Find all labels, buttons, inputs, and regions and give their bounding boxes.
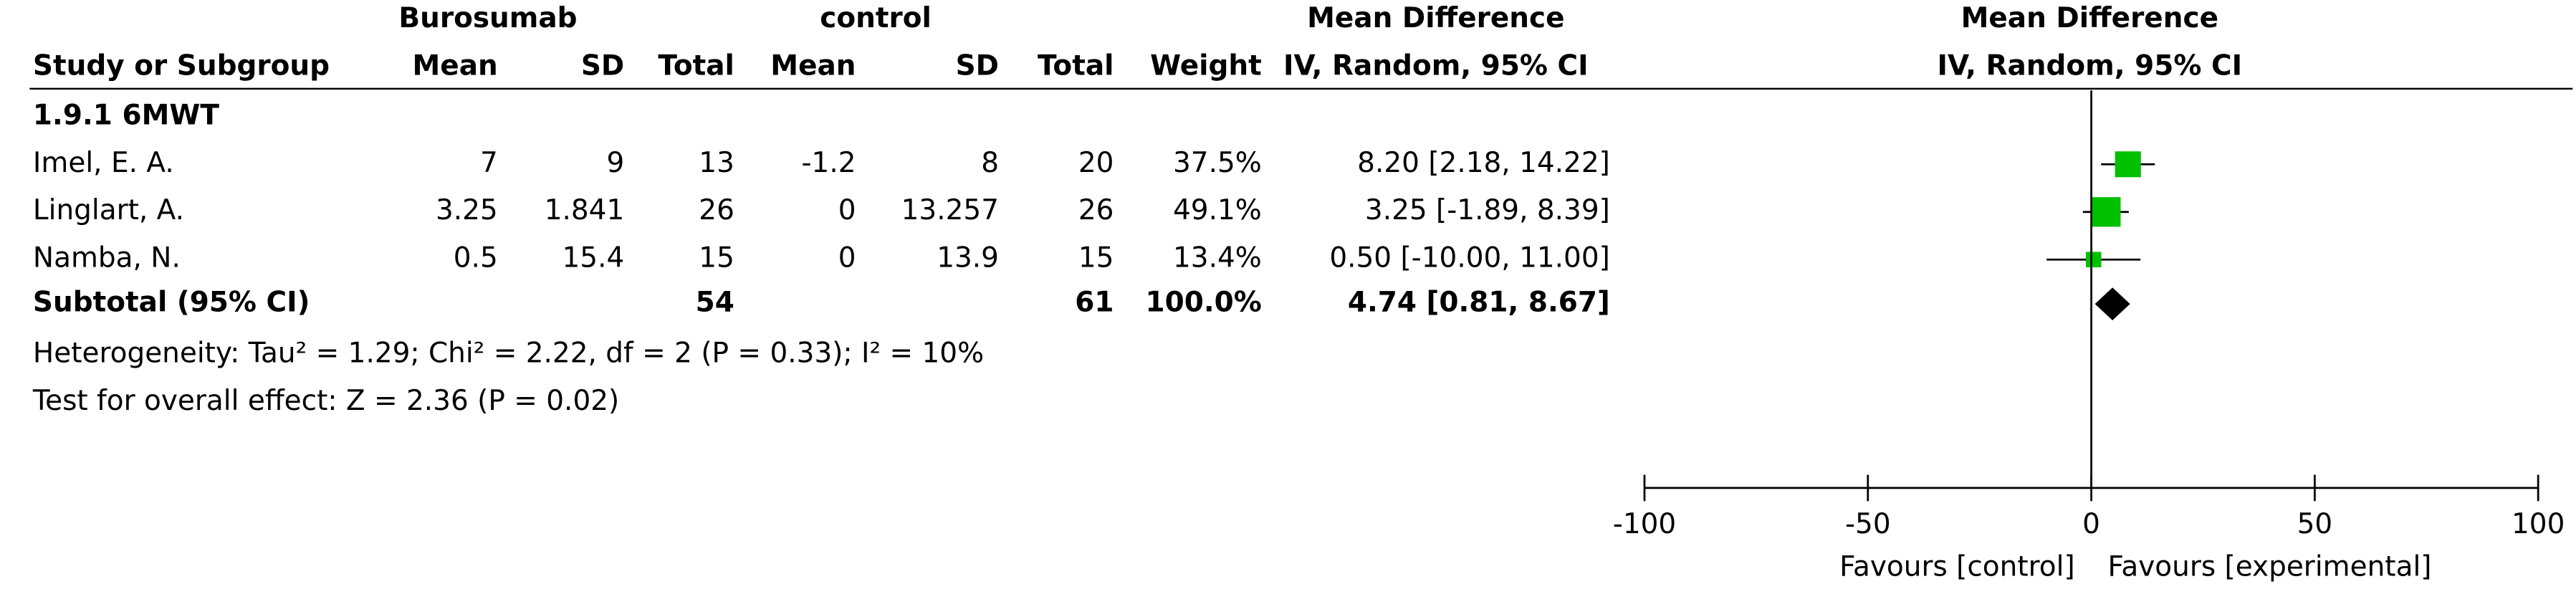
cell: 8	[981, 147, 999, 179]
effect-square	[2091, 197, 2121, 227]
cell: 26	[1078, 194, 1114, 226]
heterogeneity: Heterogeneity: Tau² = 1.29; Chi² = 2.22,…	[33, 338, 984, 370]
overall-effect: Test for overall effect: Z = 2.36 (P = 0…	[32, 385, 619, 417]
x-tick-label: 100	[2512, 508, 2565, 540]
cell: 15	[699, 242, 734, 274]
x-tick-label: -100	[1613, 508, 1676, 540]
study-name: Namba, N.	[33, 242, 181, 274]
cell: 1.841	[545, 194, 625, 226]
x-tick-label: 50	[2297, 508, 2333, 540]
x-label-left: Favours [control]	[1839, 551, 2075, 583]
cell: 4.74 [0.81, 8.67]	[1348, 287, 1610, 319]
cell: 0	[838, 194, 856, 226]
column-header: Mean	[413, 49, 498, 82]
cell: -1.2	[801, 147, 856, 179]
cell: 49.1%	[1173, 194, 1262, 226]
column-header: SD	[956, 49, 999, 82]
column-header: IV, Random, 95% CI	[1937, 49, 2242, 82]
cell: 13.9	[937, 242, 999, 274]
group-header: control	[820, 2, 932, 34]
cell: 15	[1078, 242, 1114, 274]
column-header: SD	[581, 49, 624, 82]
cell: 0	[838, 242, 856, 274]
cell: 3.25 [-1.89, 8.39]	[1365, 194, 1610, 226]
column-header: IV, Random, 95% CI	[1283, 49, 1589, 82]
cell: 7	[480, 147, 498, 179]
cell: 13	[699, 147, 734, 179]
column-header: Study or Subgroup	[33, 49, 330, 82]
effect-square	[2115, 151, 2141, 178]
cell: 37.5%	[1173, 147, 1262, 179]
cell: 26	[699, 194, 734, 226]
group-header: Mean Difference	[1961, 2, 2218, 34]
cell: 13.4%	[1173, 242, 1262, 274]
cell: 20	[1078, 147, 1114, 179]
group-header: Burosumab	[398, 2, 577, 34]
cell: 3.25	[436, 194, 498, 226]
cell: 61	[1075, 287, 1114, 319]
column-header: Total	[658, 49, 734, 82]
cell: 0.50 [-10.00, 11.00]	[1329, 242, 1610, 274]
subtotal-label: Subtotal (95% CI)	[33, 287, 310, 319]
cell: 15.4	[562, 242, 625, 274]
column-header: Total	[1038, 49, 1114, 82]
study-name: Imel, E. A.	[33, 147, 174, 179]
x-tick-label: 0	[2082, 508, 2100, 540]
column-header: Mean	[770, 49, 856, 82]
study-name: Linglart, A.	[33, 194, 184, 226]
group-header: Mean Difference	[1307, 2, 1564, 34]
x-tick-label: -50	[1845, 508, 1891, 540]
cell: 54	[696, 287, 734, 319]
subgroup-label: 1.9.1 6MWT	[33, 99, 219, 131]
column-header: Weight	[1150, 49, 1262, 82]
x-label-right: Favours [experimental]	[2108, 551, 2432, 583]
effect-square	[2085, 252, 2102, 268]
cell: 100.0%	[1146, 287, 1262, 319]
cell: 13.257	[901, 194, 999, 226]
cell: 8.20 [2.18, 14.22]	[1357, 147, 1610, 179]
cell: 9	[606, 147, 624, 179]
cell: 0.5	[454, 242, 498, 274]
